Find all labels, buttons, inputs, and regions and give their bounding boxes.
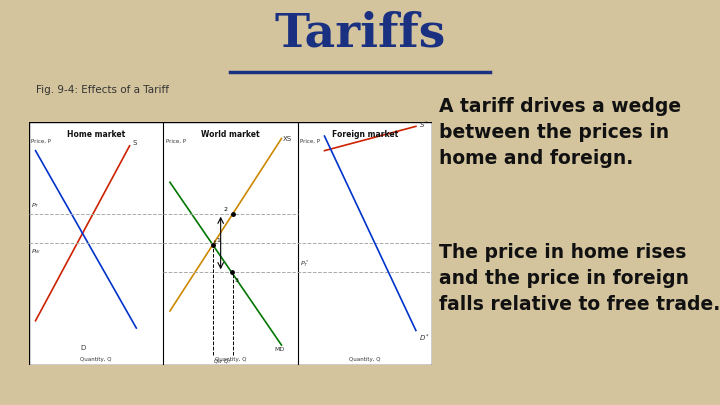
- Text: Home market: Home market: [67, 130, 125, 139]
- Text: World market: World market: [201, 130, 260, 139]
- Text: Price, P: Price, P: [166, 139, 186, 143]
- Text: XS: XS: [283, 136, 292, 141]
- Text: Quantity, Q: Quantity, Q: [80, 357, 112, 362]
- Text: 1: 1: [217, 239, 220, 243]
- Text: Foreign market: Foreign market: [332, 130, 398, 139]
- Text: $P_T$: $P_T$: [32, 201, 40, 210]
- Text: The price in home rises
and the price in foreign
falls relative to free trade.: The price in home rises and the price in…: [439, 243, 720, 313]
- Text: Price, P: Price, P: [300, 139, 320, 143]
- Text: 3: 3: [234, 278, 238, 283]
- Text: $P_T^*$: $P_T^*$: [300, 258, 310, 269]
- Text: $S^*$: $S^*$: [418, 119, 428, 131]
- Text: Fig. 9-4: Effects of a Tariff: Fig. 9-4: Effects of a Tariff: [36, 85, 169, 95]
- Text: 2: 2: [223, 207, 228, 212]
- Text: Quantity, Q: Quantity, Q: [349, 357, 381, 362]
- Text: $Q_W$: $Q_W$: [213, 357, 223, 366]
- Text: $Q_T$: $Q_T$: [223, 357, 232, 366]
- Text: t: t: [214, 241, 217, 245]
- Text: D: D: [80, 345, 85, 351]
- Text: Tariffs: Tariffs: [274, 11, 446, 57]
- Text: Quantity, Q: Quantity, Q: [215, 357, 246, 362]
- Text: S: S: [132, 141, 137, 146]
- Text: $P_W$: $P_W$: [32, 247, 42, 256]
- Text: Price, P: Price, P: [32, 139, 52, 143]
- Text: $D^*$: $D^*$: [418, 333, 430, 344]
- Text: MD: MD: [275, 347, 285, 352]
- Text: A tariff drives a wedge
between the prices in
home and foreign.: A tariff drives a wedge between the pric…: [439, 97, 681, 168]
